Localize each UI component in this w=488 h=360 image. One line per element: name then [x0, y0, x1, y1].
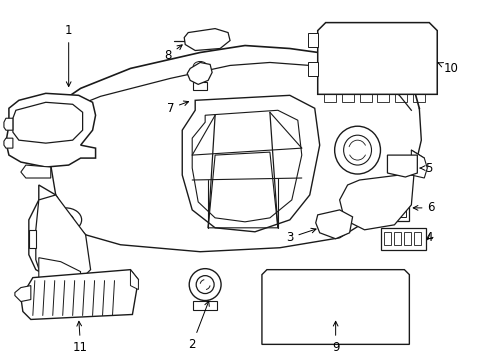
Polygon shape — [410, 150, 427, 178]
Bar — [359, 280, 375, 300]
Text: 11: 11 — [73, 321, 88, 354]
Bar — [359, 307, 375, 328]
Polygon shape — [21, 165, 51, 178]
Text: 10: 10 — [437, 62, 458, 75]
Bar — [337, 69, 349, 80]
Bar — [401, 55, 412, 66]
Bar — [416, 69, 428, 80]
Polygon shape — [184, 28, 229, 50]
Polygon shape — [317, 23, 436, 94]
Bar — [321, 28, 333, 37]
Polygon shape — [29, 185, 76, 278]
Bar — [381, 228, 426, 250]
Bar — [23, 114, 64, 140]
Polygon shape — [6, 93, 95, 167]
Polygon shape — [15, 285, 31, 302]
Bar — [395, 94, 407, 102]
Bar — [389, 199, 406, 217]
Bar — [353, 69, 365, 80]
Text: 1: 1 — [65, 24, 72, 86]
Polygon shape — [182, 95, 319, 232]
Bar — [416, 28, 428, 37]
Polygon shape — [187, 62, 212, 84]
Text: 5: 5 — [419, 162, 432, 175]
Polygon shape — [307, 62, 317, 76]
Bar — [193, 301, 217, 310]
Bar — [369, 28, 381, 37]
Bar — [353, 41, 365, 51]
Bar — [413, 232, 421, 245]
Bar — [339, 280, 355, 300]
Bar — [321, 69, 333, 80]
Text: 7: 7 — [166, 101, 188, 115]
Bar — [385, 28, 397, 37]
Bar — [401, 41, 412, 51]
Bar — [404, 158, 413, 170]
Bar — [319, 307, 335, 328]
Bar — [389, 158, 400, 170]
Bar — [339, 307, 355, 328]
Polygon shape — [4, 118, 13, 130]
Bar — [369, 69, 381, 80]
Polygon shape — [315, 210, 352, 239]
Text: 3: 3 — [285, 228, 315, 244]
Polygon shape — [39, 258, 81, 285]
Bar — [384, 232, 390, 245]
Bar — [401, 69, 412, 80]
Text: 8: 8 — [164, 45, 182, 62]
Bar — [412, 94, 425, 102]
Bar — [341, 94, 353, 102]
Polygon shape — [21, 270, 138, 319]
Polygon shape — [4, 138, 13, 148]
Bar — [416, 55, 428, 66]
Bar — [370, 199, 386, 217]
Bar — [353, 28, 365, 37]
Polygon shape — [36, 195, 90, 285]
Polygon shape — [29, 230, 36, 248]
Bar — [404, 232, 410, 245]
Polygon shape — [262, 270, 408, 345]
Bar — [193, 82, 207, 90]
Bar — [416, 41, 428, 51]
Bar — [337, 55, 349, 66]
Polygon shape — [307, 32, 317, 46]
Bar — [367, 196, 408, 221]
Text: 9: 9 — [331, 321, 339, 354]
Text: 6: 6 — [412, 201, 434, 215]
Bar — [337, 41, 349, 51]
Bar — [385, 41, 397, 51]
Bar — [385, 55, 397, 66]
Bar — [323, 94, 335, 102]
Bar — [401, 28, 412, 37]
Bar — [369, 41, 381, 51]
Bar — [353, 55, 365, 66]
Bar — [369, 55, 381, 66]
Bar — [377, 94, 388, 102]
Polygon shape — [339, 170, 413, 230]
Bar — [319, 280, 335, 300]
Bar — [321, 41, 333, 51]
Bar — [321, 55, 333, 66]
Text: 4: 4 — [425, 231, 432, 244]
Text: 2: 2 — [188, 301, 209, 351]
Bar — [337, 28, 349, 37]
Polygon shape — [130, 270, 138, 289]
Bar — [359, 94, 371, 102]
Bar — [385, 69, 397, 80]
Bar — [394, 232, 401, 245]
Polygon shape — [386, 155, 416, 177]
